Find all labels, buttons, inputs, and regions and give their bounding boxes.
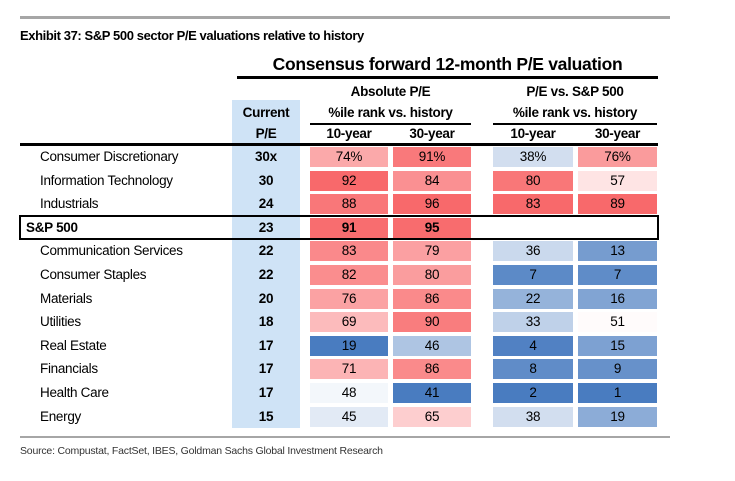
heatmap-cell: 86 [393,288,471,309]
heatmap-cell: 76 [310,288,388,309]
sector-label: Consumer Staples [40,267,147,282]
heatmap-cell: 38% [493,147,573,167]
heatmap-cell: 2 [493,383,573,403]
column-header-current: Current [242,105,290,120]
current-pe-value: 20 [258,290,274,306]
sector-label: Information Technology [40,172,173,188]
sector-label: Real Estate [40,337,107,353]
heatmap-cell: 19 [310,335,388,356]
heatmap-cell: 7 [493,265,573,285]
heatmap-cell: 96 [393,194,471,215]
heatmap-cell: 88 [310,194,388,215]
current-pe-value: 17 [258,385,274,400]
heatmap-cell: 38 [493,406,573,427]
sector-label: Industrials [40,196,99,212]
heatmap-cell: 82 [310,265,388,285]
heatmap-cell: 86 [393,359,471,380]
heatmap-cell: 16 [578,288,657,309]
source-note: Source: Compustat, FactSet, IBES, Goldma… [20,445,383,457]
heatmap-cell: 48 [310,383,388,403]
heatmap-cell: 71 [310,359,388,380]
current-pe-value: 18 [258,314,274,330]
heatmap-cell: 89 [578,194,657,215]
heatmap-cell: 8 [493,359,573,380]
subheader-pctile-absolute: %ile rank vs. history [328,105,453,120]
current-pe-value: 17 [258,361,274,377]
heatmap-cell: 57 [578,170,657,191]
heatmap-cell: 65 [393,406,471,427]
column-header-abs-10-year: 10-year [326,126,372,141]
pctile-underline-relative [493,122,657,125]
heatmap-cell: 95 [393,217,471,238]
current-pe-value: 15 [258,408,274,424]
header-bottom-rule [20,143,658,146]
heatmap-cell: 92 [310,170,388,191]
current-pe-value: 22 [258,267,274,282]
heatmap-cell: 83 [493,194,573,215]
current-pe-value: 30x [255,149,277,164]
heatmap-cell: 13 [578,241,657,262]
current-pe-value: 22 [258,243,274,259]
sector-label: Financials [40,361,98,377]
heatmap-cell: 80 [393,265,471,285]
sector-label: Consumer Discretionary [40,149,179,164]
group-header-pe-vs-sp500: P/E vs. S&P 500 [526,84,624,99]
heatmap-cell: 15 [578,335,657,356]
heatmap-cell: 90 [393,312,471,333]
sector-label: Utilities [40,314,81,330]
current-pe-value: 30 [258,172,274,188]
heatmap-cell: 74% [310,147,388,167]
column-header-pe: P/E [255,126,277,141]
sp500-highlight-box [19,215,659,240]
sector-label: Health Care [40,385,109,400]
heatmap-cell: 4 [493,335,573,356]
current-pe-column-band [232,100,300,428]
sector-label: Communication Services [40,243,183,259]
heatmap-cell: 1 [578,383,657,403]
top-divider [20,16,670,19]
current-pe-value: 23 [258,219,274,235]
heatmap-cell: 91 [310,217,388,238]
heatmap-cell: 9 [578,359,657,380]
column-header-rel-30-year: 30-year [594,126,641,141]
sector-label: Materials [40,290,93,306]
column-header-abs-30-year: 30-year [409,126,455,141]
group-header-absolute-pe: Absolute P/E [350,84,431,99]
heatmap-cell: 36 [493,241,573,262]
heatmap-cell: 45 [310,406,388,427]
exhibit-title: Exhibit 37: S&P 500 sector P/E valuation… [20,28,364,43]
heatmap-cell: 80 [493,170,573,191]
pctile-underline-absolute [310,122,471,125]
column-header-rel-10-year: 10-year [510,126,556,141]
table-title: Consensus forward 12-month P/E valuation [272,54,623,74]
subheader-pctile-relative: %ile rank vs. history [512,105,638,120]
heatmap-cell: 51 [578,312,657,333]
heatmap-cell: 84 [393,170,471,191]
bottom-divider [20,436,670,438]
heatmap-cell: 76% [578,147,657,167]
heatmap-cell: 41 [393,383,471,403]
sector-label: S&P 500 [26,219,78,235]
heatmap-cell: 33 [493,312,573,333]
heatmap-cell: 91% [393,147,471,167]
heatmap-cell: 79 [393,241,471,262]
heatmap-cell: 69 [310,312,388,333]
sector-label: Energy [40,408,81,424]
heatmap-cell: 19 [578,406,657,427]
current-pe-value: 17 [258,337,274,353]
current-pe-value: 24 [258,196,274,212]
table-title-underline [237,76,658,79]
heatmap-cell: 7 [578,265,657,285]
heatmap-cell: 22 [493,288,573,309]
heatmap-cell: 83 [310,241,388,262]
heatmap-cell: 46 [393,335,471,356]
